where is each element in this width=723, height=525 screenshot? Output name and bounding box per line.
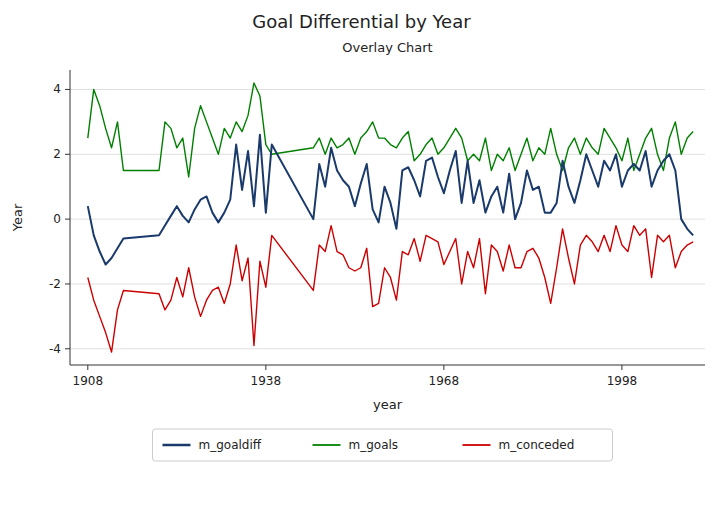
lines xyxy=(88,83,693,352)
legend: m_goaldiff m_goals m_conceded xyxy=(153,429,613,461)
x-tick xyxy=(621,365,622,370)
y-tick-label: -2 xyxy=(49,277,61,291)
grid-line xyxy=(70,348,705,349)
x-tick xyxy=(443,365,444,370)
grid-line xyxy=(70,89,705,90)
x-tick xyxy=(87,365,88,370)
chart: Goal Differential by Year Overlay Chart 19… xyxy=(0,0,723,525)
series-line xyxy=(88,226,693,352)
series-line xyxy=(88,83,693,177)
y-axis-label: Year xyxy=(10,203,25,232)
y-tick-label: 2 xyxy=(53,147,61,161)
y-tick xyxy=(65,219,70,220)
legend-label: m_goaldiff xyxy=(199,438,262,452)
legend-label: m_goals xyxy=(349,438,399,452)
legend-swatch xyxy=(313,444,341,446)
series-line xyxy=(88,135,693,265)
y-tick xyxy=(65,348,70,349)
y-axis-line xyxy=(70,70,71,365)
legend-swatch xyxy=(163,444,191,447)
legend-box xyxy=(153,429,613,461)
x-tick-label: 1908 xyxy=(73,374,104,388)
y-tick-label: 4 xyxy=(53,82,61,96)
x-tick-label: 1968 xyxy=(429,374,460,388)
axes: 1908 1938 1968 1998 -4 -2 0 2 4 xyxy=(49,70,705,388)
x-axis-label: year xyxy=(373,397,403,412)
y-tick xyxy=(65,283,70,284)
legend-label: m_conceded xyxy=(499,438,575,452)
grid-line xyxy=(70,219,705,220)
grid-line xyxy=(70,283,705,284)
subtitle: Overlay Chart xyxy=(342,40,432,55)
y-tick-label: 0 xyxy=(53,212,61,226)
legend-swatch xyxy=(463,444,491,446)
y-tick xyxy=(65,89,70,90)
x-tick-label: 1998 xyxy=(607,374,638,388)
x-tick-label: 1938 xyxy=(251,374,282,388)
grid-line xyxy=(70,154,705,155)
y-tick xyxy=(65,154,70,155)
y-tick-label: -4 xyxy=(49,342,61,356)
x-axis-line xyxy=(70,365,705,366)
title: Goal Differential by Year xyxy=(252,11,471,32)
x-tick xyxy=(265,365,266,370)
